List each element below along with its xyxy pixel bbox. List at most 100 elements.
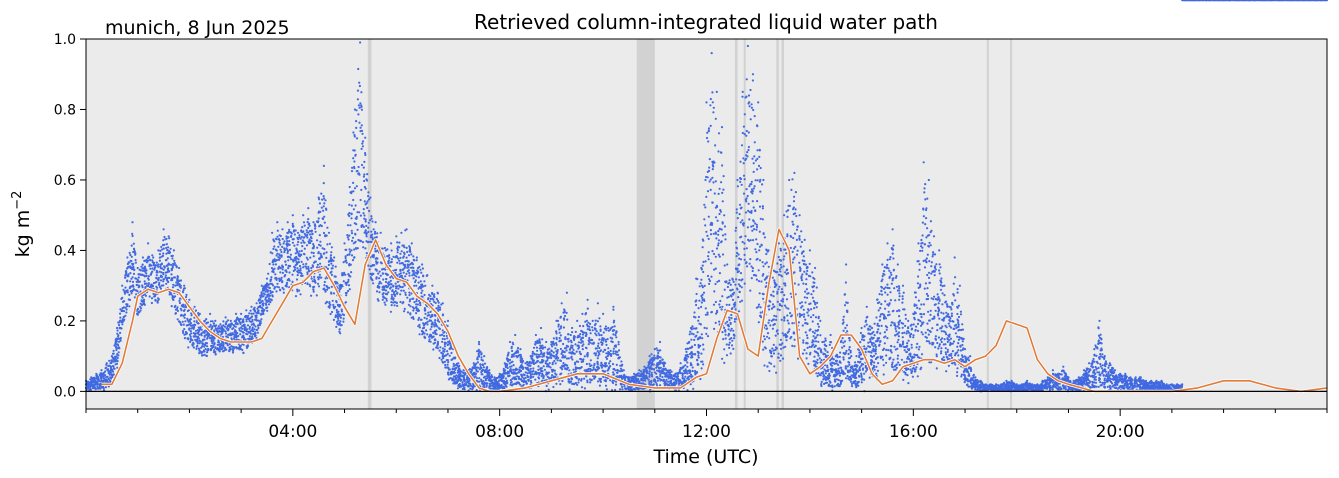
scatter-point [569,380,573,383]
scatter-point [607,329,611,332]
scatter-point [352,208,355,211]
scatter-point [532,346,536,349]
scatter-point [507,372,510,375]
scatter-point [364,229,367,232]
scatter-point [431,321,434,324]
scatter-point [362,246,365,249]
scatter-point [537,368,540,371]
scatter-point [604,338,607,341]
scatter-point [412,258,415,261]
scatter-point [359,126,362,129]
scatter-point [424,312,427,315]
scatter-point [266,309,269,312]
scatter-point [582,360,585,363]
scatter-point [532,367,535,370]
scatter-point [577,381,580,384]
scatter-point [548,347,551,350]
scatter-point [596,344,600,348]
scatter-point [563,347,567,350]
scatter-point [392,255,395,258]
scatter-point [365,178,368,181]
scatter-point [634,375,637,379]
scatter-point [147,283,150,286]
scatter-point [355,137,359,140]
scatter-point [305,229,308,232]
scatter-point [232,337,236,340]
scatter-point [512,364,515,367]
scatter-point [505,385,508,388]
scatter-point [237,334,240,338]
scatter-point [377,272,380,275]
scatter-point [254,315,257,318]
scatter-point [297,240,300,244]
scatter-point [586,307,589,310]
scatter-point [443,331,446,334]
scatter-point [376,286,379,289]
scatter-point [312,255,315,258]
scatter-point [213,349,216,352]
scatter-point [701,360,704,363]
scatter-point [170,293,173,296]
scatter-point [318,257,321,261]
scatter-point [354,154,357,157]
scatter-series [84,0,1328,393]
scatter-point [589,359,592,362]
scatter-point [656,379,660,382]
scatter-point [427,311,430,314]
scatter-point [480,378,483,381]
scatter-point [302,266,305,269]
scatter-point [332,303,335,306]
scatter-point-peak [224,316,227,319]
scatter-point [691,356,694,359]
scatter-point [563,314,567,318]
scatter-point [301,245,304,248]
scatter-point [248,327,251,330]
scatter-point [253,306,256,309]
scatter-point [601,341,604,345]
scatter-point [211,342,214,345]
scatter-point [594,376,597,379]
scatter-point [241,348,244,351]
scatter-point-peak [152,256,155,259]
scatter-point [298,264,302,268]
scatter-point [323,280,326,284]
scatter-point [315,294,318,297]
scatter-point [417,281,420,284]
scatter-point [423,332,426,335]
scatter-point [298,289,301,292]
scatter-point [696,362,699,365]
scatter-point [442,361,445,364]
scatter-point [502,379,505,383]
scatter-point [443,345,446,348]
scatter-point [593,324,597,327]
scatter-point [417,325,420,328]
scatter-point [283,275,286,278]
scatter-point [563,311,566,314]
scatter-point [549,354,552,357]
scatter-point [698,299,701,302]
scatter-point [124,306,127,309]
scatter-point [578,335,581,338]
scatter-point [612,371,615,374]
scatter-point [316,263,319,266]
scatter-point [520,369,523,373]
scatter-point [350,212,353,215]
scatter-point [173,276,177,279]
scatter-point [297,261,300,264]
scatter-point-peak [95,372,98,375]
scatter-point [367,226,370,229]
scatter-point [404,293,407,296]
scatter-point [277,245,280,248]
scatter-point-peak [234,312,238,315]
scatter-point [143,266,146,269]
scatter-point [123,290,126,293]
scatter-point [705,332,708,335]
scatter-point [542,346,545,349]
scatter-point [463,374,466,377]
scatter-point [96,387,99,390]
scatter-point [283,240,286,243]
scatter-point [656,357,659,360]
scatter-point [188,320,191,323]
scatter-point [424,284,427,287]
scatter-point-peak [431,284,434,287]
